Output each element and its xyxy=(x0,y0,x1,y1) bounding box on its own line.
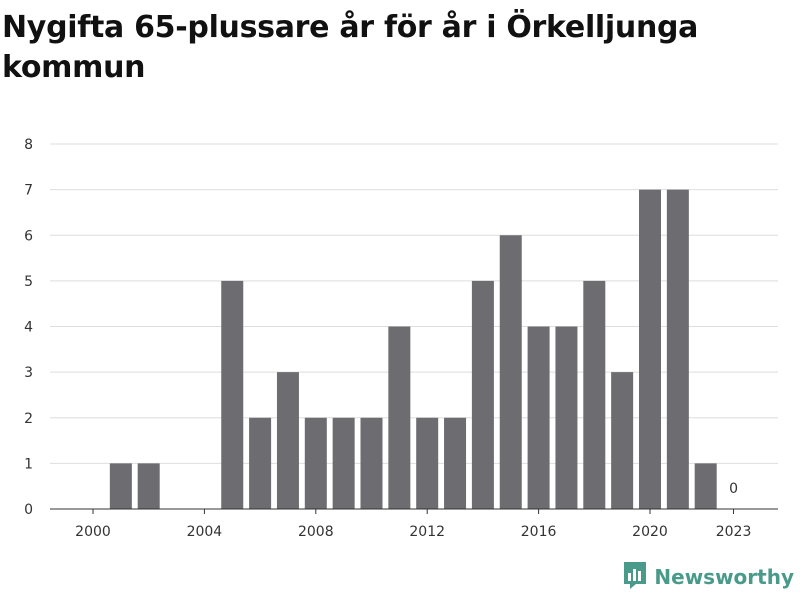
x-tick-label-2008: 2008 xyxy=(298,524,334,540)
bar-2022 xyxy=(694,463,717,509)
bar-2005 xyxy=(221,280,244,509)
x-tick-label-2012: 2012 xyxy=(409,524,445,540)
bar-2013 xyxy=(444,417,467,509)
y-tick-label-8: 8 xyxy=(24,137,33,153)
y-axis-ticks: 0 1 2 3 4 5 6 7 8 xyxy=(24,137,33,518)
bar-2019 xyxy=(611,372,634,509)
y-tick-label-7: 7 xyxy=(24,183,33,199)
bar-2010 xyxy=(360,417,383,509)
y-tick-label-0: 0 xyxy=(24,502,33,518)
bar-2008 xyxy=(304,417,327,509)
bar-2017 xyxy=(555,326,578,509)
bar-2006 xyxy=(249,417,272,509)
y-tick-label-6: 6 xyxy=(24,228,33,244)
bar-2018 xyxy=(583,280,606,509)
y-tick-label-5: 5 xyxy=(24,274,33,290)
x-tick-label-2020: 2020 xyxy=(632,524,668,540)
y-tick-label-4: 4 xyxy=(24,320,33,336)
bar-2009 xyxy=(332,417,355,509)
bars xyxy=(109,189,717,509)
y-tick-label-1: 1 xyxy=(24,456,33,472)
bar-2001 xyxy=(109,463,132,509)
x-tick-label-2000: 2000 xyxy=(75,524,111,540)
bar-2011 xyxy=(388,326,411,509)
bar-2002 xyxy=(137,463,160,509)
y-tick-label-3: 3 xyxy=(24,365,33,381)
newsworthy-logo-icon xyxy=(622,560,648,594)
bar-2007 xyxy=(276,372,299,509)
data-label-2023: 0 xyxy=(729,481,738,497)
x-tick-label-2016: 2016 xyxy=(521,524,557,540)
brand-name: Newsworthy xyxy=(654,565,794,589)
bar-2015 xyxy=(499,235,522,509)
x-tick-label-2004: 2004 xyxy=(187,524,223,540)
bar-2012 xyxy=(416,417,439,509)
x-tick-label-2023: 2023 xyxy=(716,524,752,540)
bar-2020 xyxy=(639,189,661,509)
bar-2016 xyxy=(527,326,550,509)
x-axis-ticks: 2000 2004 2008 2012 2016 2020 2023 xyxy=(75,509,751,540)
y-tick-label-2: 2 xyxy=(24,411,33,427)
chart-title: Nygifta 65-plussare år för år i Örkellju… xyxy=(2,10,699,85)
brand-logo: Newsworthy xyxy=(622,560,794,594)
bar-2021 xyxy=(666,189,689,509)
annotations: 0 xyxy=(729,481,738,497)
bar-2014 xyxy=(471,280,494,509)
